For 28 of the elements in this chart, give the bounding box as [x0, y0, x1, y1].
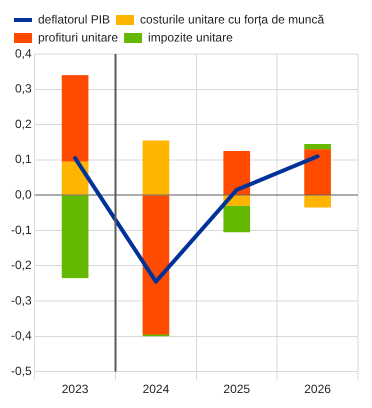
x-tick-label: 2026 — [304, 382, 332, 396]
y-tick-label: 0,2 — [14, 116, 32, 131]
bar — [142, 196, 170, 335]
x-tick-label: 2024 — [142, 382, 170, 396]
legend-label: costurile unitare cu forța de muncă — [140, 12, 324, 26]
bar — [304, 196, 331, 208]
y-tick-label: 0,0 — [14, 187, 32, 202]
bar — [304, 149, 331, 195]
y-tick-label: 0,4 — [14, 46, 32, 60]
bar — [142, 140, 170, 195]
x-tick-label: 2025 — [223, 382, 250, 396]
bar — [62, 196, 88, 278]
bar — [304, 144, 331, 150]
y-tick-label: 0,1 — [14, 152, 32, 166]
y-tick-label: -0,2 — [10, 258, 32, 272]
legend-label: profituri unitare — [38, 30, 118, 44]
bar — [62, 75, 88, 162]
y-tick-label: -0,1 — [10, 222, 32, 237]
legend-label: impozite unitare — [148, 30, 234, 44]
y-tick-label: -0,4 — [10, 328, 32, 343]
y-tick-label: -0,5 — [10, 364, 32, 378]
bar — [223, 206, 250, 232]
y-tick-label: -0,3 — [10, 293, 32, 308]
legend-label: deflatorul PIB — [38, 12, 110, 26]
x-tick-label: 2023 — [62, 382, 89, 396]
bar — [62, 162, 88, 195]
bar — [223, 151, 250, 195]
y-tick-label: 0,3 — [14, 82, 32, 96]
